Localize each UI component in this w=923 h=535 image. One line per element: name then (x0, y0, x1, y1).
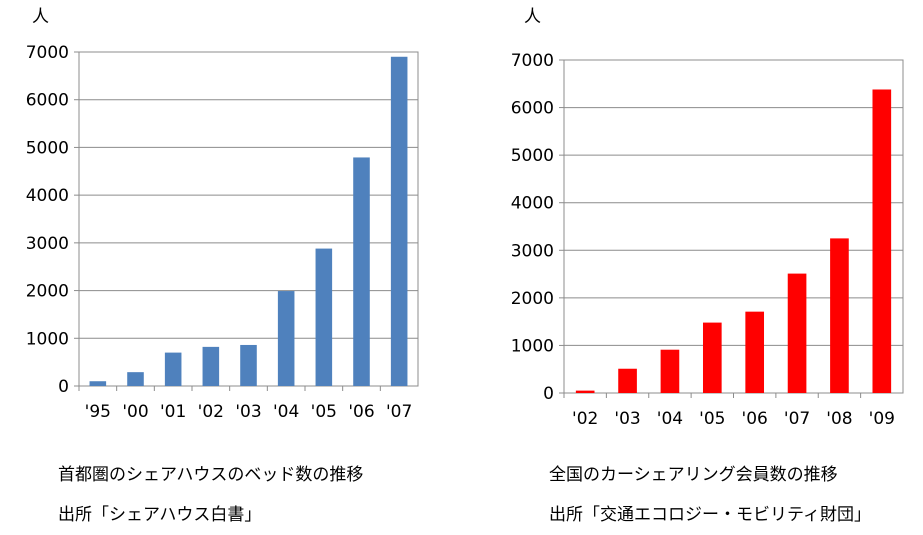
x-tick-label: '02 (198, 402, 224, 422)
x-tick-label: '00 (122, 402, 148, 422)
left-chart-source: 出所「シェアハウス白書」 (58, 505, 262, 525)
x-tick-label: '03 (235, 402, 261, 422)
y-tick-label: 5000 (511, 146, 554, 166)
x-tick-label: '06 (742, 409, 768, 429)
bar (830, 238, 849, 393)
y-tick-label: 1000 (26, 329, 69, 349)
x-tick-label: '04 (657, 409, 683, 429)
x-tick-label: '08 (826, 409, 852, 429)
x-tick-label: '07 (386, 402, 412, 422)
x-tick-label: '07 (784, 409, 810, 429)
bar (202, 346, 220, 386)
x-tick-label: '05 (311, 402, 337, 422)
x-tick-label: '02 (572, 409, 598, 429)
bar (702, 322, 722, 393)
x-tick-label: '06 (348, 402, 374, 422)
x-tick-label: '09 (869, 409, 895, 429)
bar (164, 352, 182, 386)
y-unit-label: 人 (32, 7, 49, 27)
y-tick-label: 2000 (511, 289, 554, 309)
bar (618, 368, 637, 393)
y-tick-label: 2000 (26, 282, 69, 302)
bar (872, 89, 892, 393)
x-tick-label: '01 (160, 402, 186, 422)
share-house-bed-chart: 0 1000 2000 3000 4000 5000 6000 7000 人 '95 '00 '01 '… (26, 7, 419, 422)
car-sharing-member-chart: 0 1000 2000 3000 4000 5000 6000 7000 人 '02 '03 '04 '… (511, 7, 904, 429)
x-tick-label: '05 (699, 409, 725, 429)
y-tick-label: 0 (543, 384, 554, 404)
bar (240, 344, 257, 386)
bar (89, 381, 107, 386)
x-tick-label: '95 (85, 402, 111, 422)
y-tick-label: 4000 (26, 186, 69, 206)
plot-area-frame (563, 59, 904, 394)
y-tick-label: 3000 (511, 241, 554, 261)
x-tick-label: '04 (273, 402, 299, 422)
y-tick-label: 5000 (26, 138, 69, 158)
right-chart-source: 出所「交通エコロジー・モビリティ財団」 (549, 505, 871, 525)
bar (353, 157, 370, 386)
bar (575, 390, 595, 393)
bar (745, 311, 765, 393)
bar (315, 248, 333, 386)
y-tick-label: 6000 (511, 99, 554, 119)
y-tick-label: 7000 (511, 51, 554, 71)
y-tick-label: 3000 (26, 234, 69, 254)
bar (277, 291, 295, 386)
y-tick-label: 6000 (26, 91, 69, 111)
bar (390, 56, 408, 387)
right-chart-caption: 全国のカーシェアリング会員数の推移 (549, 465, 838, 485)
x-tick-label: '03 (614, 409, 640, 429)
y-tick-label: 1000 (511, 336, 554, 356)
bar (787, 273, 807, 393)
left-chart-caption: 首都圏のシェアハウスのベッド数の推移 (58, 465, 364, 485)
y-tick-label: 7000 (26, 43, 69, 63)
y-tick-label: 4000 (511, 194, 554, 214)
y-tick-label: 0 (58, 377, 69, 397)
y-unit-label: 人 (524, 7, 541, 27)
bar (660, 349, 680, 393)
bar (127, 372, 144, 386)
